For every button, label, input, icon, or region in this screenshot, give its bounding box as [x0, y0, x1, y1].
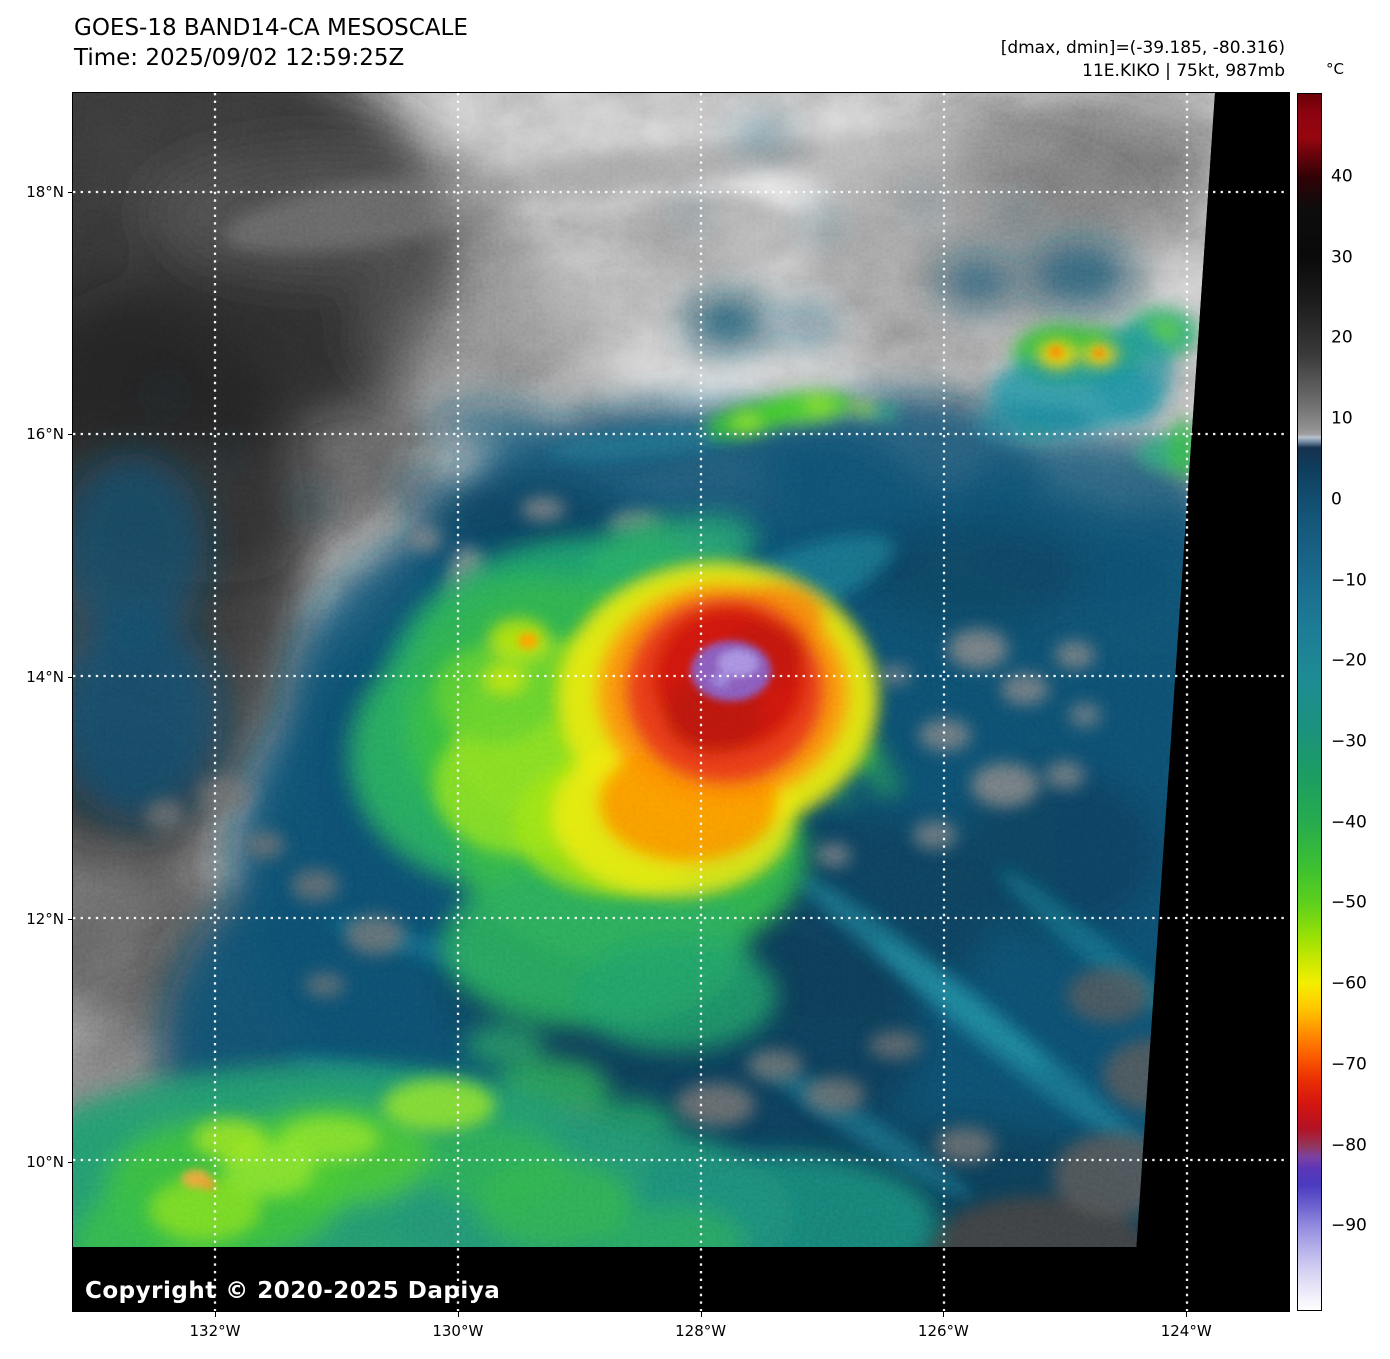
lon-tick-mark: [943, 1312, 945, 1317]
colorbar-tick-label: 40: [1331, 166, 1353, 187]
lat-tick-label: 18°N: [26, 183, 64, 201]
lon-tick-label: 130°W: [432, 1322, 484, 1340]
product-time: Time: 2025/09/02 12:59:25Z: [74, 45, 405, 71]
product-title: GOES-18 BAND14-CA MESOSCALE: [74, 15, 468, 41]
colorbar-tick-label: −30: [1331, 731, 1367, 752]
dmax-dmin-annotation: [dmax, dmin]=(-39.185, -80.316): [1000, 38, 1285, 58]
colorbar-tick-label: 0: [1331, 489, 1342, 510]
lat-tick-mark: [68, 1161, 73, 1163]
colorbar-tick-label: 10: [1331, 408, 1353, 429]
satellite-image: [73, 93, 1290, 1312]
lon-tick-mark: [457, 1312, 459, 1317]
colorbar-tick-label: −70: [1331, 1054, 1367, 1075]
lon-tick-label: 128°W: [675, 1322, 727, 1340]
temperature-colorbar: [1297, 93, 1322, 1311]
colorbar-tick-label: −10: [1331, 570, 1367, 591]
lat-tick-label: 14°N: [26, 667, 64, 686]
colorbar-tick-label: −40: [1331, 812, 1367, 833]
lon-tick-mark: [700, 1312, 702, 1317]
copyright-text: Copyright © 2020-2025 Dapiya: [85, 1278, 501, 1304]
lon-tick-mark: [1186, 1312, 1188, 1317]
pixel-grain: [73, 93, 1215, 1247]
colorbar-tick-label: −60: [1331, 973, 1367, 994]
colorbar-tick-label: −80: [1331, 1135, 1367, 1156]
lon-tick-label: 126°W: [917, 1322, 969, 1340]
colorbar-tick-label: 20: [1331, 327, 1353, 348]
off-scan-black-region: [73, 93, 1290, 1312]
lat-tick-label: 16°N: [26, 425, 64, 444]
colorbar-tick-label: −90: [1331, 1215, 1367, 1236]
colorbar-tick-label: 30: [1331, 247, 1353, 268]
lat-tick-mark: [68, 919, 73, 921]
colorbar-tick-label: −50: [1331, 892, 1367, 913]
lon-tick-label: 124°W: [1160, 1322, 1212, 1340]
ir-data-region: [73, 93, 1215, 1247]
colorbar-unit-label: °C: [1326, 60, 1344, 78]
lat-tick-label: 10°N: [26, 1152, 64, 1171]
lat-tick-mark: [68, 192, 73, 193]
lat-lon-graticule: [73, 93, 1290, 1312]
lon-tick-label: 132°W: [189, 1322, 241, 1340]
lon-tick-mark: [215, 1312, 216, 1317]
lat-tick-mark: [68, 434, 73, 436]
satellite-map: [73, 93, 1290, 1312]
colorbar-tick-label: −20: [1331, 650, 1367, 671]
storm-annotation: 11E.KIKO | 75kt, 987mb: [1082, 61, 1285, 81]
lat-tick-label: 12°N: [26, 910, 64, 929]
lat-tick-mark: [68, 676, 73, 678]
